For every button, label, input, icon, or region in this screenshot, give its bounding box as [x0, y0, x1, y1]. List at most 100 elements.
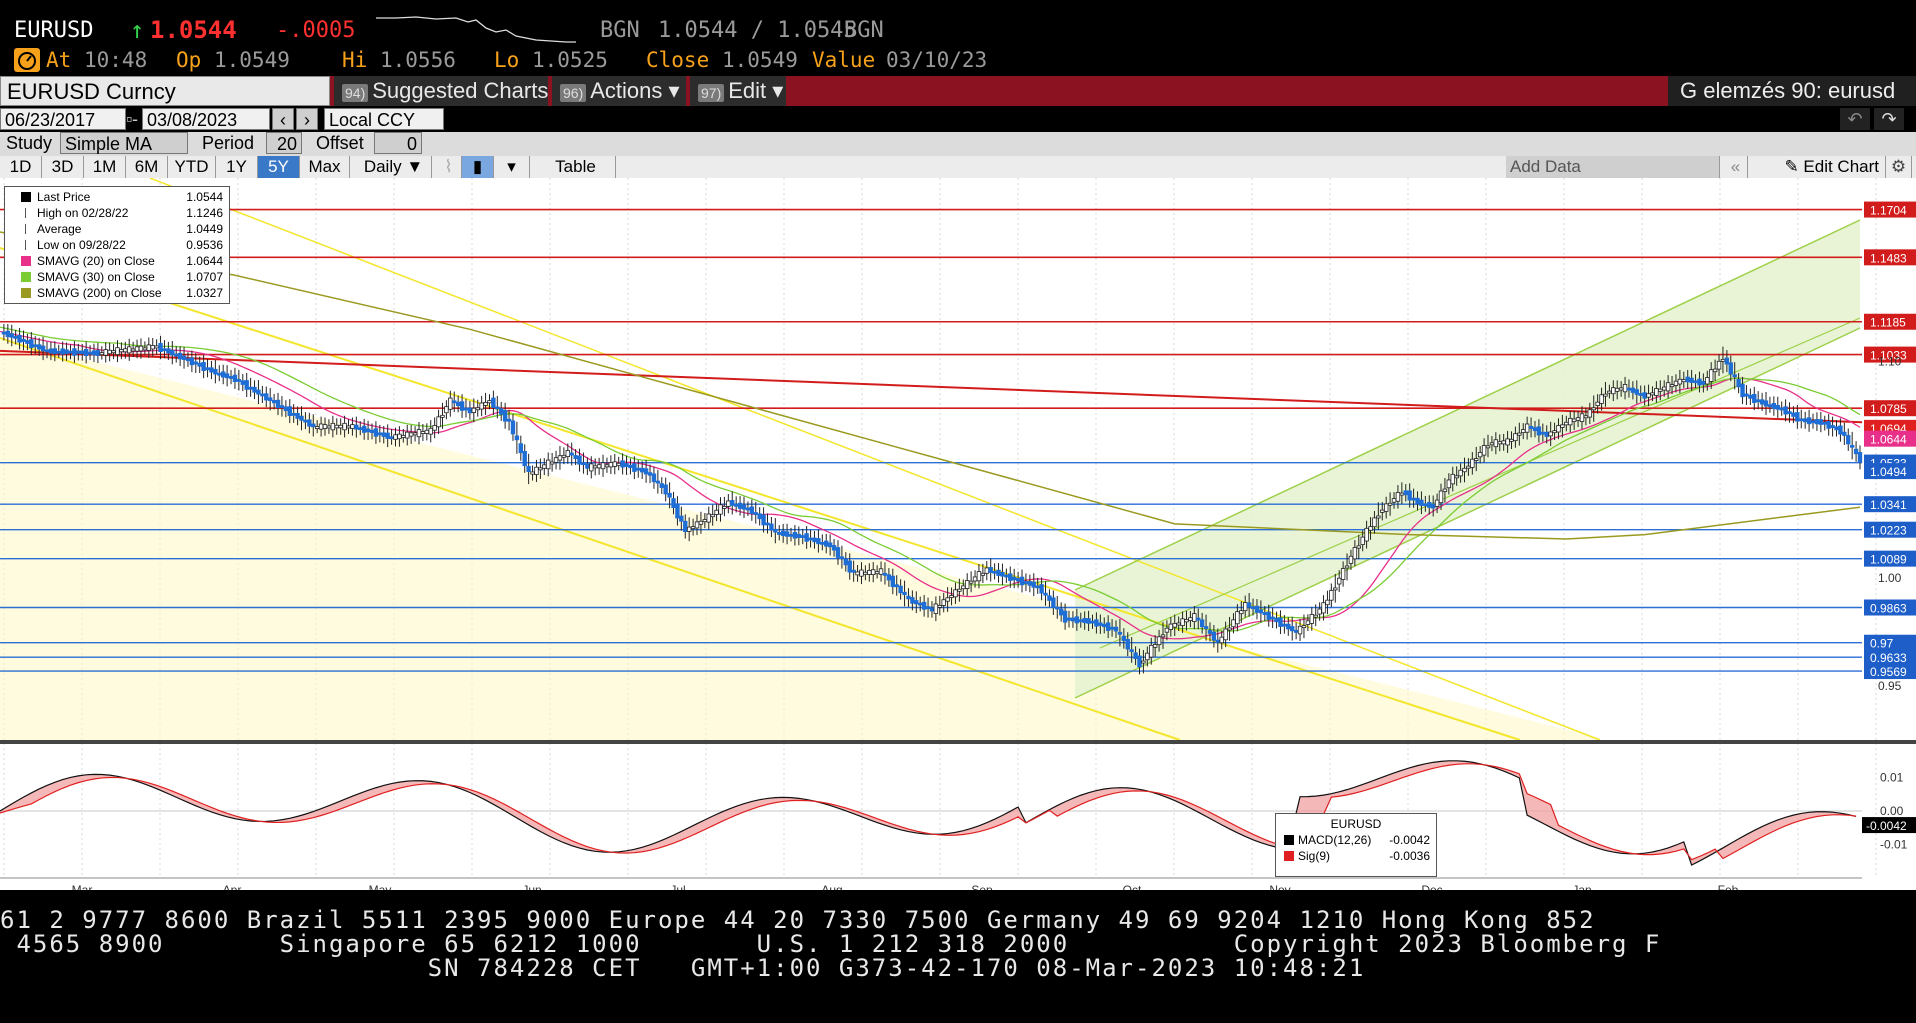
candle-body — [412, 432, 418, 436]
level-label: 1.1185 — [1870, 316, 1906, 330]
study-bar: Study Simple MA Period 20 Offset 0 — [0, 132, 1916, 156]
offset-input[interactable]: 0 — [374, 132, 422, 154]
alert-icon[interactable] — [14, 48, 40, 72]
candle-body — [1830, 425, 1835, 429]
line-style-icon[interactable]: ⌇ — [436, 156, 462, 178]
candle-body — [1086, 618, 1091, 624]
end-date-input[interactable]: 03/08/2023 — [142, 108, 270, 130]
edit-menu[interactable]: 97) Edit ▾ — [690, 76, 786, 106]
price-chart[interactable]: 1.17041.14831.11851.10331.07851.05331.03… — [0, 178, 1916, 890]
period-5y-button[interactable]: 5Y — [258, 156, 300, 178]
candle-body — [311, 423, 316, 428]
candle-body — [205, 367, 210, 371]
redo-icon[interactable]: ↷ — [1874, 108, 1904, 130]
candle-body — [236, 379, 242, 382]
candle-body — [702, 519, 708, 523]
period-1m-button[interactable]: 1M — [84, 156, 126, 178]
candle-body — [671, 498, 676, 509]
prev-range-icon[interactable]: ‹ — [272, 108, 294, 130]
candle-body — [1466, 465, 1471, 469]
ticker-label: EURUSD — [14, 18, 94, 43]
candle-body — [1571, 418, 1577, 423]
candle-body — [130, 348, 136, 352]
next-range-icon[interactable]: › — [296, 108, 318, 130]
candle-body — [264, 393, 269, 401]
candle-body — [361, 425, 367, 433]
candle-body — [914, 600, 919, 605]
add-data-input[interactable]: Add Data — [1506, 156, 1720, 178]
candle-body — [1568, 417, 1573, 426]
candle-body — [1282, 623, 1287, 627]
candle-body — [463, 407, 469, 411]
period-1y-button[interactable]: 1Y — [216, 156, 258, 178]
channel-line — [1099, 317, 1861, 649]
candle-body — [1, 331, 7, 335]
open-value: 1.0549 — [214, 48, 290, 72]
candle-body — [820, 541, 825, 545]
candle-body — [980, 572, 986, 576]
candle-body — [185, 358, 191, 362]
legend-swatch — [1284, 851, 1294, 861]
macd-last-tag — [1862, 817, 1916, 834]
candle-body — [1246, 602, 1252, 608]
period-input[interactable]: 20 — [266, 132, 302, 154]
candle-body — [1662, 386, 1667, 391]
frequency-select[interactable]: Daily ▼ — [356, 156, 432, 178]
candle-body — [600, 462, 606, 470]
start-date-input[interactable]: 06/23/2017 — [0, 108, 126, 130]
calendar-icon[interactable]: ▫ — [126, 109, 133, 129]
candle-body — [1650, 392, 1655, 396]
candle-body — [593, 465, 598, 469]
candle-body — [1301, 625, 1307, 629]
candle-body — [961, 585, 966, 590]
candle-body — [878, 568, 884, 575]
settings-icon[interactable]: ⚙ — [1886, 156, 1912, 178]
candle-body — [710, 514, 715, 518]
candle-body — [757, 513, 762, 520]
candle-body — [1677, 378, 1683, 385]
currency-select[interactable]: Local CCY — [324, 108, 444, 130]
candle-body — [401, 435, 406, 438]
candle-body — [1129, 649, 1134, 653]
candle-body — [530, 471, 535, 475]
candle-body — [1254, 605, 1260, 613]
candle-body — [1352, 547, 1358, 560]
candle-body — [1039, 584, 1044, 594]
close-value: 1.0549 — [722, 48, 798, 72]
period-max-button[interactable]: Max — [300, 156, 350, 178]
analysis-name[interactable]: G elemzés 90: eurusd — [1668, 76, 1916, 106]
candle-body — [639, 467, 645, 473]
period-3d-button[interactable]: 3D — [42, 156, 84, 178]
chart-type-icon[interactable]: ▮ — [462, 156, 494, 178]
candle-body — [369, 429, 375, 434]
candle-body — [589, 463, 594, 472]
legend-swatch — [21, 272, 31, 282]
table-button[interactable]: Table — [536, 156, 616, 178]
candle-body — [287, 406, 292, 416]
candle-body — [1658, 388, 1663, 392]
study-type-select[interactable]: Simple MA — [60, 132, 188, 154]
chart-type-dropdown-icon[interactable]: ▾ — [494, 156, 530, 178]
offset-label: Offset — [310, 132, 374, 154]
candle-body — [1411, 497, 1416, 501]
candle-body — [1587, 409, 1593, 418]
last-price: 1.0544 — [150, 16, 237, 44]
legend-item: SMAVG (200) on Close 1.0327 — [5, 285, 229, 301]
undo-icon[interactable]: ↶ — [1840, 108, 1870, 130]
period-ytd-button[interactable]: YTD — [168, 156, 216, 178]
legend-value: 1.0544 — [186, 190, 223, 204]
actions-menu[interactable]: 96) Actions ▾ — [552, 76, 686, 106]
edit-chart-button[interactable]: ✎ Edit Chart — [1748, 156, 1886, 178]
candle-body — [655, 480, 661, 484]
candle-body — [683, 520, 688, 533]
candle-body — [1705, 377, 1710, 385]
period-6m-button[interactable]: 6M — [126, 156, 168, 178]
candle-body — [134, 346, 140, 352]
suggested-charts-button[interactable]: 94) Suggested Charts — [334, 76, 548, 106]
candle-body — [1701, 381, 1706, 385]
collapse-icon[interactable]: « — [1724, 156, 1748, 178]
level-label: 0.9633 — [1870, 651, 1907, 665]
candle-body — [455, 401, 461, 407]
security-field[interactable]: EURUSD Curncy — [0, 76, 330, 106]
period-1d-button[interactable]: 1D — [0, 156, 42, 178]
